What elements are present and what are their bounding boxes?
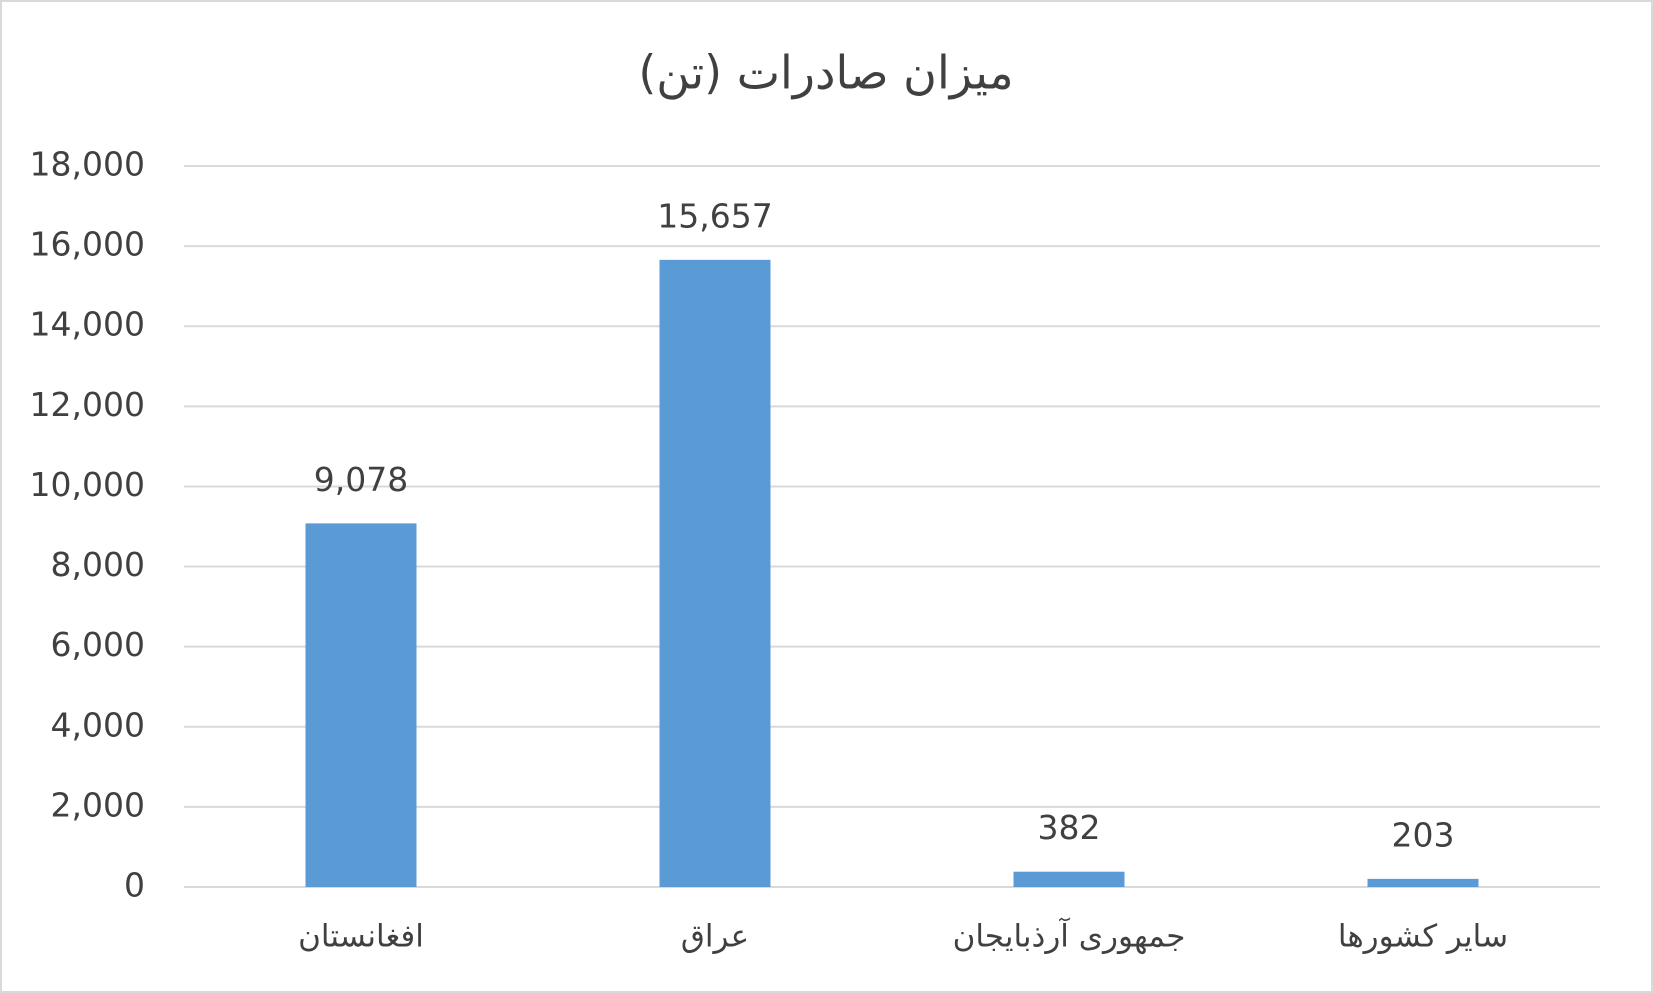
data-label: 203 — [1392, 815, 1455, 854]
bar — [1013, 871, 1125, 887]
data-label: 9,078 — [314, 460, 408, 499]
bar — [305, 523, 417, 887]
y-tick-label: 18,000 — [30, 145, 145, 184]
x-tick-label: عراق — [681, 919, 749, 955]
x-tick-label: افغانستان — [298, 919, 424, 955]
bar — [659, 259, 771, 887]
y-tick-label: 6,000 — [51, 625, 145, 664]
chart-title: میزان صادرات (تن) — [638, 46, 1013, 101]
y-tick-label: 16,000 — [30, 225, 145, 264]
y-tick-label: 0 — [124, 866, 145, 905]
data-label: 382 — [1038, 808, 1101, 847]
y-tick-label: 2,000 — [51, 785, 145, 824]
data-label: 15,657 — [657, 196, 772, 235]
bar — [1367, 878, 1479, 887]
y-tick-label: 4,000 — [51, 705, 145, 744]
y-tick-label: 10,000 — [30, 465, 145, 504]
y-tick-label: 8,000 — [51, 545, 145, 584]
x-tick-label: جمهوری آرذبایجان — [953, 917, 1186, 955]
y-tick-label: 14,000 — [30, 305, 145, 344]
x-tick-label: سایر کشورها — [1338, 919, 1508, 955]
y-tick-label: 12,000 — [30, 385, 145, 424]
